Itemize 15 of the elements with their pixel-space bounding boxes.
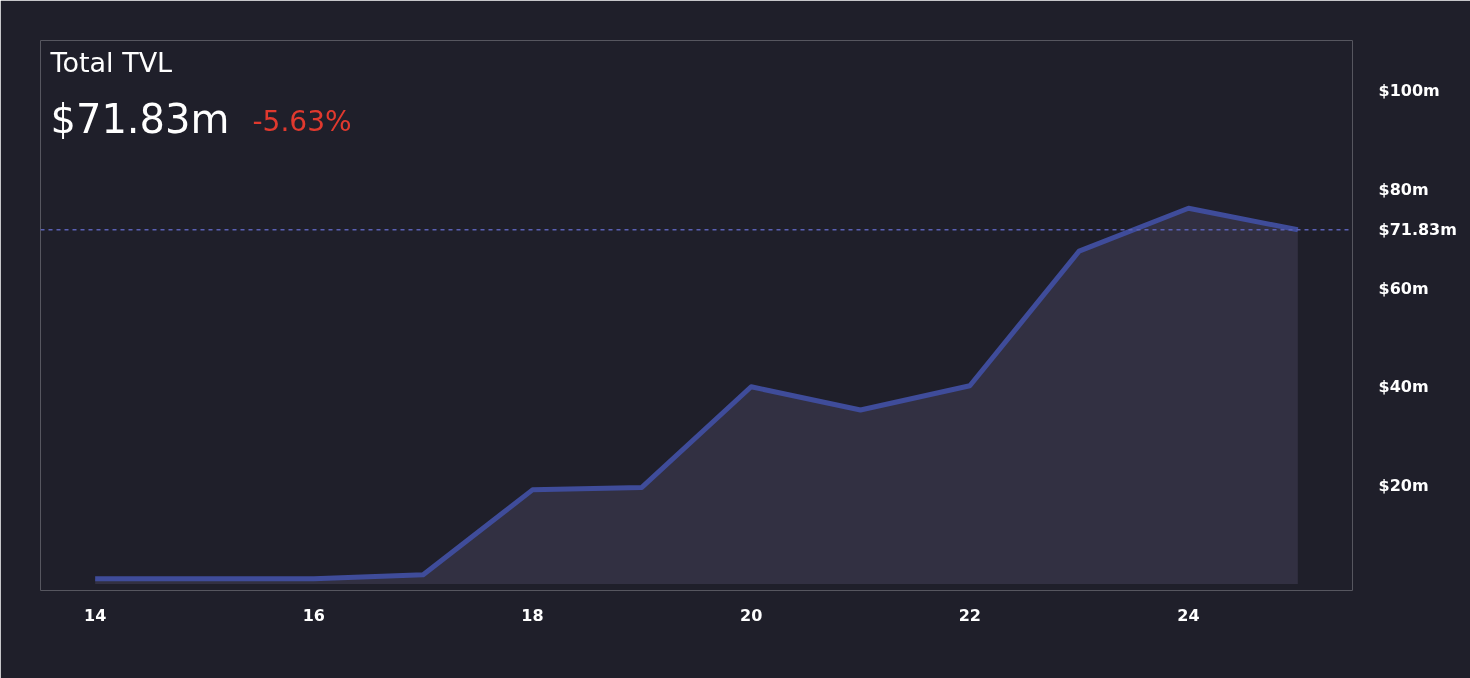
y-tick-label: $80m — [1378, 179, 1429, 199]
x-tick-label: 14 — [84, 605, 107, 625]
x-tick-label: 18 — [521, 605, 544, 625]
ref-line-label: $71.83m — [1378, 220, 1457, 240]
x-tick-label: 22 — [958, 605, 981, 625]
y-tick-label: $100m — [1378, 81, 1440, 101]
y-tick-label: $40m — [1378, 377, 1429, 397]
text: $71.83m — [50, 95, 230, 142]
x-tick-label: 20 — [740, 605, 763, 625]
y-tick-label: $20m — [1378, 475, 1429, 495]
annotation: -5.63% — [252, 105, 352, 138]
chart-title: Total TVL — [49, 47, 173, 78]
x-tick-label: 24 — [1177, 605, 1200, 625]
x-tick-label: 16 — [302, 605, 325, 625]
y-tick-label: $60m — [1378, 278, 1429, 298]
